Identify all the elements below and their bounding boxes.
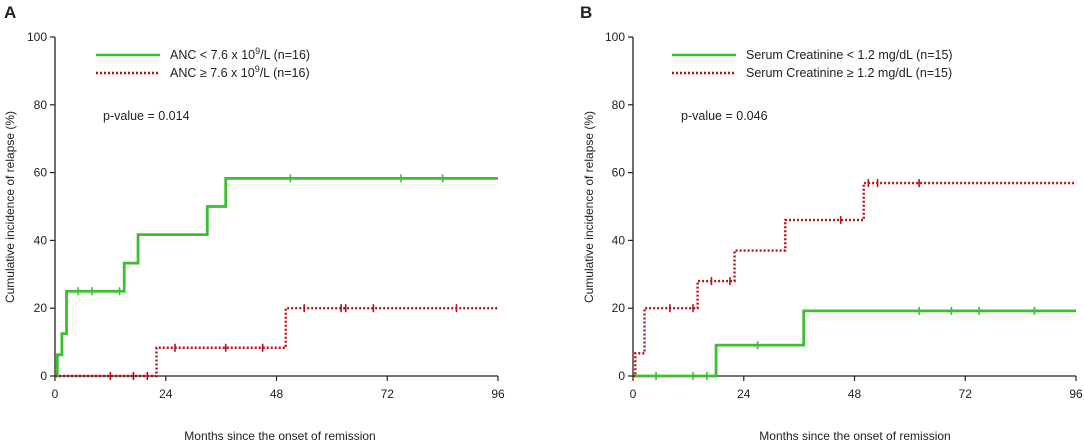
panel-a: A Cumulative incidence of relapse (%) Mo… [3, 3, 505, 443]
y-tick-label: 60 [612, 166, 626, 180]
y-tick-label: 0 [40, 369, 47, 383]
x-axis-label: Months since the onset of remission [759, 429, 950, 443]
y-tick-label: 60 [34, 166, 48, 180]
y-tick-label: 40 [34, 233, 48, 247]
y-tick-label: 100 [27, 30, 47, 44]
y-tick-label: 20 [612, 301, 626, 315]
x-tick-label: 96 [1069, 387, 1083, 401]
x-tick-label: 72 [959, 387, 973, 401]
series-1-line [633, 309, 1076, 378]
x-tick-label: 72 [381, 387, 395, 401]
series-2-line [633, 181, 1076, 378]
series-2-line [55, 307, 498, 378]
panel-b: B Cumulative incidence of relapse (%) Mo… [580, 3, 1083, 443]
y-axis-label: Cumulative incidence of relapse (%) [3, 111, 17, 303]
y-tick-label: 80 [612, 98, 626, 112]
x-tick-label: 24 [737, 387, 751, 401]
y-tick-label: 100 [605, 30, 625, 44]
y-tick-label: 20 [34, 301, 48, 315]
legend-label-series-2: Serum Creatinine ≥ 1.2 mg/dL (n=15) [746, 66, 952, 80]
x-tick-label: 0 [630, 387, 637, 401]
legend-label-series-1: ANC < 7.6 x 109/L (n=16) [170, 46, 310, 62]
p-value-annotation: p-value = 0.014 [103, 109, 190, 123]
x-tick-label: 24 [159, 387, 173, 401]
legend: Serum Creatinine < 1.2 mg/dL (n=15) Seru… [672, 48, 953, 80]
panel-label: B [580, 3, 592, 22]
p-value-annotation: p-value = 0.046 [681, 109, 768, 123]
panel-label: A [4, 3, 16, 22]
x-tick-label: 48 [848, 387, 862, 401]
y-tick-label: 40 [612, 233, 626, 247]
legend-label-series-1: Serum Creatinine < 1.2 mg/dL (n=15) [746, 48, 953, 62]
y-axis-label: Cumulative incidence of relapse (%) [582, 111, 596, 303]
legend-label-series-2: ANC ≥ 7.6 x 109/L (n=16) [170, 64, 310, 80]
x-tick-label: 96 [491, 387, 505, 401]
x-tick-label: 0 [52, 387, 59, 401]
y-tick-label: 0 [618, 369, 625, 383]
series-1-line [55, 176, 498, 378]
legend: ANC < 7.6 x 109/L (n=16) ANC ≥ 7.6 x 109… [96, 46, 310, 80]
x-tick-label: 48 [270, 387, 284, 401]
x-axis-label: Months since the onset of remission [184, 429, 375, 443]
y-tick-label: 80 [34, 98, 48, 112]
